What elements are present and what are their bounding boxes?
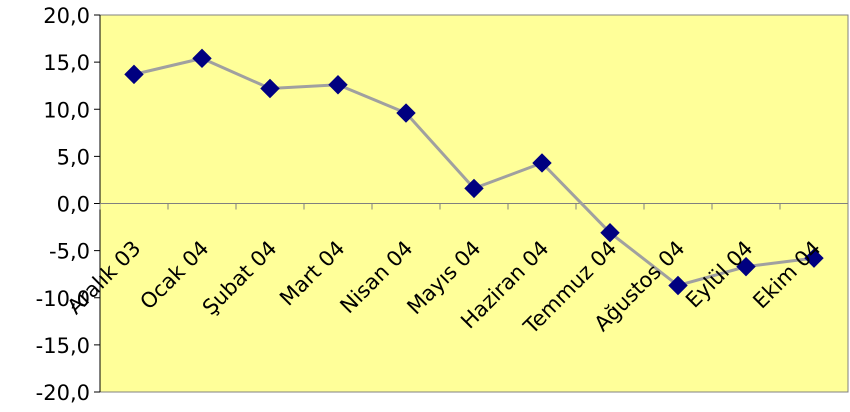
y-axis: 20,0 15,0 10,0 5,0 0,0 -5,0 -10,0 -15,0 -20,0 [36, 4, 101, 405]
y-tick-label: 5,0 [57, 145, 90, 169]
data-point [532, 153, 552, 173]
y-tick-label: -10,0 [36, 287, 90, 311]
data-point [736, 256, 756, 277]
data-point [804, 248, 824, 268]
y-tick-label: -15,0 [36, 334, 90, 358]
x-axis [99, 203, 849, 210]
y-tick-label: -20,0 [36, 381, 90, 405]
data-point [192, 48, 212, 69]
data-point [668, 275, 688, 296]
y-tick-label: 20,0 [43, 4, 90, 28]
data-point [464, 178, 484, 199]
y-tick-label: 10,0 [43, 98, 90, 122]
data-point [328, 75, 348, 95]
data-point [260, 78, 280, 99]
y-tick-label: 0,0 [57, 193, 90, 217]
data-point [396, 103, 416, 123]
y-tick-label: -5,0 [49, 240, 90, 264]
series [124, 48, 824, 296]
y-tick-label: 15,0 [43, 51, 90, 75]
data-point [600, 223, 620, 243]
data-point [124, 64, 144, 85]
